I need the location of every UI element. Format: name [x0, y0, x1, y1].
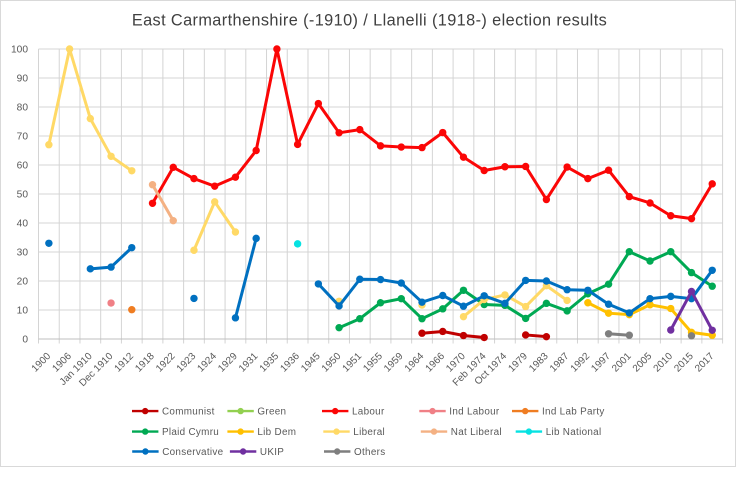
svg-text:Communist: Communist [162, 407, 215, 418]
svg-text:60: 60 [17, 161, 29, 172]
svg-text:Nat Liberal: Nat Liberal [451, 427, 502, 438]
svg-text:Plaid Cymru: Plaid Cymru [162, 427, 219, 438]
svg-text:80: 80 [17, 103, 29, 114]
svg-text:Lib National: Lib National [546, 427, 602, 438]
svg-text:70: 70 [17, 132, 29, 143]
svg-text:30: 30 [17, 248, 29, 259]
svg-text:Ind Lab Party: Ind Lab Party [542, 407, 605, 418]
svg-text:Others: Others [354, 447, 385, 458]
svg-text:Green: Green [257, 407, 286, 418]
svg-text:Liberal: Liberal [353, 427, 385, 438]
svg-text:UKIP: UKIP [260, 447, 284, 458]
svg-text:100: 100 [11, 45, 28, 56]
svg-text:Ind Labour: Ind Labour [449, 407, 500, 418]
svg-text:Conservative: Conservative [162, 447, 223, 458]
svg-text:90: 90 [17, 74, 29, 85]
svg-text:20: 20 [17, 277, 29, 288]
svg-text:50: 50 [17, 190, 29, 201]
svg-text:40: 40 [17, 219, 29, 230]
svg-text:0: 0 [22, 335, 28, 346]
svg-text:Lib Dem: Lib Dem [257, 427, 296, 438]
svg-text:10: 10 [17, 306, 29, 317]
svg-text:Labour: Labour [352, 407, 385, 418]
svg-text:East Carmarthenshire (-1910) /: East Carmarthenshire (-1910) / Llanelli … [132, 12, 607, 30]
